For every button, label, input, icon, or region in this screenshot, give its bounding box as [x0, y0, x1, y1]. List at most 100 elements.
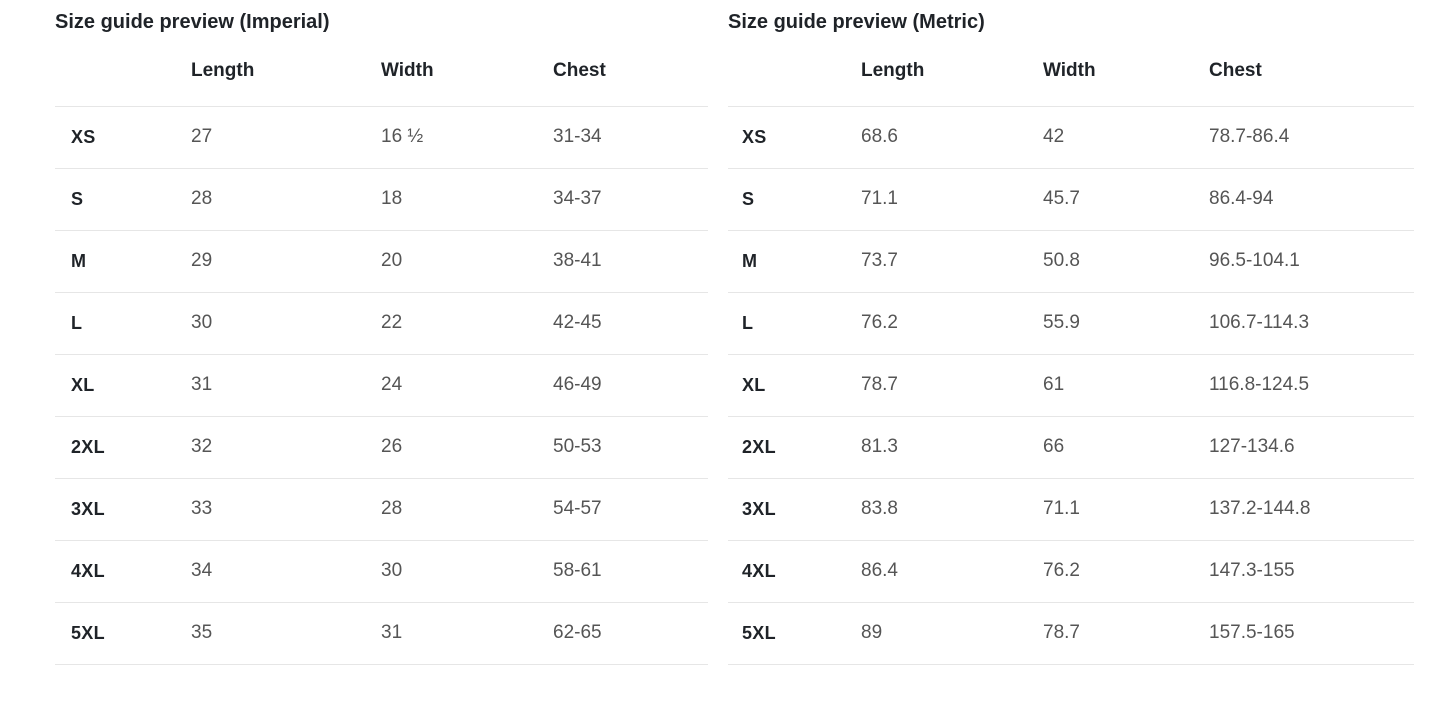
- length-value: 35: [191, 602, 381, 665]
- size-label: 3XL: [55, 478, 191, 541]
- chest-value: 127-134.6: [1209, 416, 1414, 479]
- column-header-length: Length: [191, 36, 381, 107]
- table-row: 4XL 34 30 58-61: [55, 540, 708, 603]
- size-label: L: [55, 292, 191, 355]
- width-value: 20: [381, 230, 553, 293]
- column-header-length: Length: [861, 36, 1043, 107]
- size-label: XS: [728, 106, 861, 169]
- size-label: M: [55, 230, 191, 293]
- chest-value: 34-37: [553, 168, 708, 231]
- size-guide-imperial-title: Size guide preview (Imperial): [55, 11, 330, 33]
- table-row: 2XL 32 26 50-53: [55, 416, 708, 479]
- width-value: 42: [1043, 106, 1209, 169]
- chest-value: 106.7-114.3: [1209, 292, 1414, 355]
- length-value: 78.7: [861, 354, 1043, 417]
- length-value: 32: [191, 416, 381, 479]
- table-row: 5XL 35 31 62-65: [55, 602, 708, 665]
- length-value: 31: [191, 354, 381, 417]
- width-value: 31: [381, 602, 553, 665]
- width-value: 16 ½: [381, 106, 553, 169]
- header-row: Length Width Chest: [55, 36, 708, 107]
- chest-value: 46-49: [553, 354, 708, 417]
- length-value: 83.8: [861, 478, 1043, 541]
- table-row: L 76.2 55.9 106.7-114.3: [728, 292, 1414, 355]
- chest-value: 86.4-94: [1209, 168, 1414, 231]
- table-row: S 71.1 45.7 86.4-94: [728, 168, 1414, 231]
- header-row: Length Width Chest: [728, 36, 1414, 107]
- chest-value: 42-45: [553, 292, 708, 355]
- width-value: 18: [381, 168, 553, 231]
- column-header-chest: Chest: [1209, 36, 1414, 107]
- size-guide-imperial-section: Size guide preview (Imperial) Length Wid…: [55, 0, 708, 665]
- table-row: 3XL 33 28 54-57: [55, 478, 708, 541]
- length-value: 73.7: [861, 230, 1043, 293]
- size-guide-metric-title: Size guide preview (Metric): [728, 11, 985, 33]
- length-value: 28: [191, 168, 381, 231]
- width-value: 71.1: [1043, 478, 1209, 541]
- column-header-size-blank: [55, 36, 191, 107]
- size-label: 4XL: [728, 540, 861, 603]
- table-row: XS 68.6 42 78.7-86.4: [728, 106, 1414, 169]
- length-value: 27: [191, 106, 381, 169]
- table-row: 2XL 81.3 66 127-134.6: [728, 416, 1414, 479]
- size-label: L: [728, 292, 861, 355]
- length-value: 68.6: [861, 106, 1043, 169]
- chest-value: 62-65: [553, 602, 708, 665]
- chest-value: 54-57: [553, 478, 708, 541]
- table-row: XL 31 24 46-49: [55, 354, 708, 417]
- chest-value: 157.5-165: [1209, 602, 1414, 665]
- width-value: 26: [381, 416, 553, 479]
- table-row: M 29 20 38-41: [55, 230, 708, 293]
- size-label: XL: [55, 354, 191, 417]
- size-guide-table-imperial: Length Width Chest XS 27 16 ½ 31-34 S 28…: [55, 36, 708, 665]
- chest-value: 96.5-104.1: [1209, 230, 1414, 293]
- table-row: XL 78.7 61 116.8-124.5: [728, 354, 1414, 417]
- length-value: 71.1: [861, 168, 1043, 231]
- length-value: 29: [191, 230, 381, 293]
- length-value: 86.4: [861, 540, 1043, 603]
- size-label: 2XL: [55, 416, 191, 479]
- chest-value: 137.2-144.8: [1209, 478, 1414, 541]
- size-guide-metric-section: Size guide preview (Metric) Length Width…: [728, 0, 1414, 665]
- size-label: 5XL: [728, 602, 861, 665]
- size-label: 5XL: [55, 602, 191, 665]
- chest-value: 58-61: [553, 540, 708, 603]
- width-value: 22: [381, 292, 553, 355]
- table-row: 4XL 86.4 76.2 147.3-155: [728, 540, 1414, 603]
- table-row: S 28 18 34-37: [55, 168, 708, 231]
- chest-value: 147.3-155: [1209, 540, 1414, 603]
- column-header-chest: Chest: [553, 36, 708, 107]
- width-value: 78.7: [1043, 602, 1209, 665]
- table-row: XS 27 16 ½ 31-34: [55, 106, 708, 169]
- size-label: S: [728, 168, 861, 231]
- table-row: 3XL 83.8 71.1 137.2-144.8: [728, 478, 1414, 541]
- width-value: 30: [381, 540, 553, 603]
- length-value: 89: [861, 602, 1043, 665]
- width-value: 28: [381, 478, 553, 541]
- width-value: 61: [1043, 354, 1209, 417]
- length-value: 76.2: [861, 292, 1043, 355]
- width-value: 66: [1043, 416, 1209, 479]
- width-value: 55.9: [1043, 292, 1209, 355]
- size-label: XS: [55, 106, 191, 169]
- table-row: L 30 22 42-45: [55, 292, 708, 355]
- chest-value: 38-41: [553, 230, 708, 293]
- width-value: 24: [381, 354, 553, 417]
- size-guide-table-metric: Length Width Chest XS 68.6 42 78.7-86.4 …: [728, 36, 1414, 665]
- size-label: 2XL: [728, 416, 861, 479]
- length-value: 33: [191, 478, 381, 541]
- column-header-width: Width: [1043, 36, 1209, 107]
- column-header-size-blank: [728, 36, 861, 107]
- size-label: M: [728, 230, 861, 293]
- chest-value: 78.7-86.4: [1209, 106, 1414, 169]
- size-label: 4XL: [55, 540, 191, 603]
- size-label: 3XL: [728, 478, 861, 541]
- length-value: 30: [191, 292, 381, 355]
- column-header-width: Width: [381, 36, 553, 107]
- size-label: S: [55, 168, 191, 231]
- width-value: 45.7: [1043, 168, 1209, 231]
- width-value: 76.2: [1043, 540, 1209, 603]
- size-label: XL: [728, 354, 861, 417]
- chest-value: 50-53: [553, 416, 708, 479]
- table-row: 5XL 89 78.7 157.5-165: [728, 602, 1414, 665]
